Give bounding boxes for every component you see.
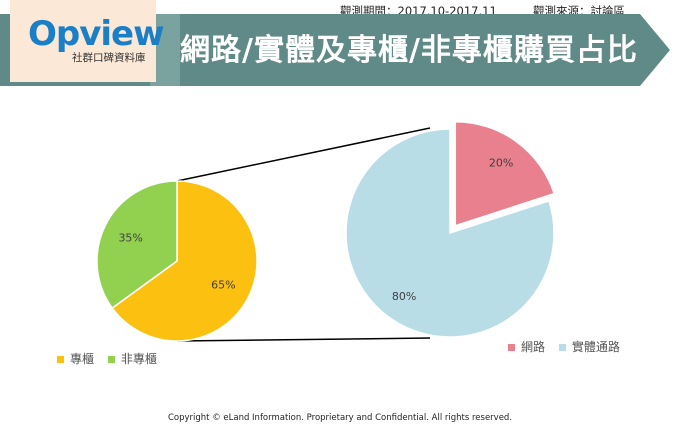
data-label-right-0: 20% bbox=[489, 157, 513, 170]
pie-slice-left-0 bbox=[111, 180, 258, 342]
legend-item-counter: 專櫃 bbox=[57, 350, 94, 367]
data-label-right-1: 80% bbox=[392, 290, 416, 303]
legend-item-online: 網路 bbox=[508, 338, 545, 355]
copyright-footer: Copyright © eLand Information. Proprieta… bbox=[167, 413, 513, 423]
legend-swatch-physical bbox=[558, 344, 566, 351]
pie-slice-right-1 bbox=[345, 128, 555, 338]
legend-label-physical: 實體通路 bbox=[571, 340, 620, 354]
connector-line-top bbox=[176, 127, 431, 182]
legend-label-counter: 專櫃 bbox=[70, 352, 95, 366]
connector-line-bottom bbox=[176, 337, 431, 342]
opview-logo: Opview 社群口碑資料庫 bbox=[10, 0, 165, 82]
logo-subtitle: 社群口碑資料庫 bbox=[72, 52, 146, 64]
logo-wordmark: Opview bbox=[28, 14, 165, 54]
pie-slice-right-0 bbox=[454, 120, 556, 227]
legend-right: 網路 實體通路 bbox=[508, 338, 630, 355]
legend-label-non-counter: 非專櫃 bbox=[120, 352, 157, 366]
legend-item-non-counter: 非專櫃 bbox=[107, 350, 157, 367]
legend-swatch-non-counter bbox=[107, 356, 115, 363]
legend-swatch-counter bbox=[57, 356, 64, 363]
legend-item-physical: 實體通路 bbox=[558, 338, 620, 355]
data-label-left-0: 65% bbox=[211, 279, 235, 292]
data-label-left-1: 35% bbox=[118, 231, 142, 244]
legend-label-online: 網路 bbox=[521, 340, 546, 354]
legend-swatch-online bbox=[508, 344, 515, 351]
page-title: 網路/實體及專櫃/非專櫃購買占比 bbox=[180, 33, 638, 68]
legend-left: 專櫃 非專櫃 bbox=[57, 350, 167, 367]
pie-slice-left-1 bbox=[96, 180, 178, 310]
